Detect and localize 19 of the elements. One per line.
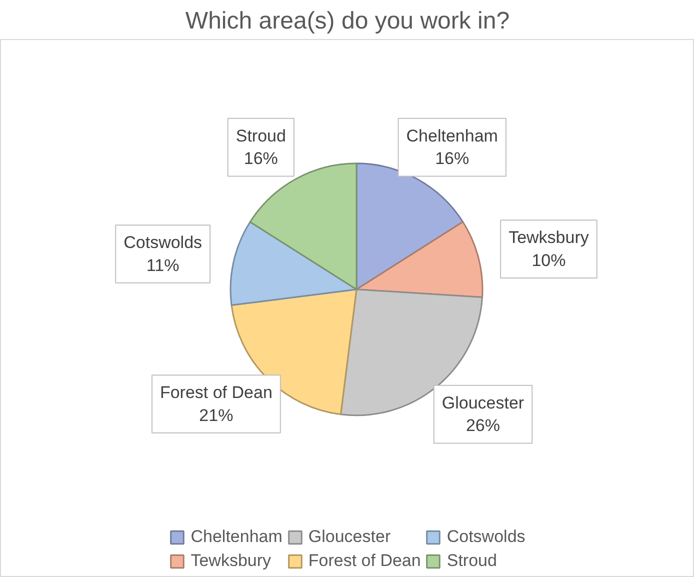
data-label: 16% <box>244 149 278 168</box>
legend-label: Cheltenham <box>190 527 282 547</box>
slice-label: Stroud <box>236 126 286 146</box>
legend-label: Forest of Dean <box>308 551 421 571</box>
data-label: 26% <box>466 416 500 436</box>
legend-label: Stroud <box>446 551 497 571</box>
legend-label: Gloucester <box>308 527 391 547</box>
legend-label: Cotswolds <box>446 527 526 547</box>
data-label: 11% <box>146 256 180 275</box>
slice-label: Gloucester <box>442 393 524 412</box>
data-label: 10% <box>532 250 566 270</box>
data-label: 21% <box>199 406 234 425</box>
slice-label: Tewksbury <box>508 228 590 248</box>
legend-label: Tewksbury <box>190 551 272 571</box>
chart-title: Which area(s) do you work in? <box>185 8 510 34</box>
slice-label: Forest of Dean <box>160 383 272 402</box>
slice-label: Cheltenham <box>406 126 498 146</box>
data-label: 16% <box>435 149 470 168</box>
slice-label: Cotswolds <box>124 233 202 252</box>
